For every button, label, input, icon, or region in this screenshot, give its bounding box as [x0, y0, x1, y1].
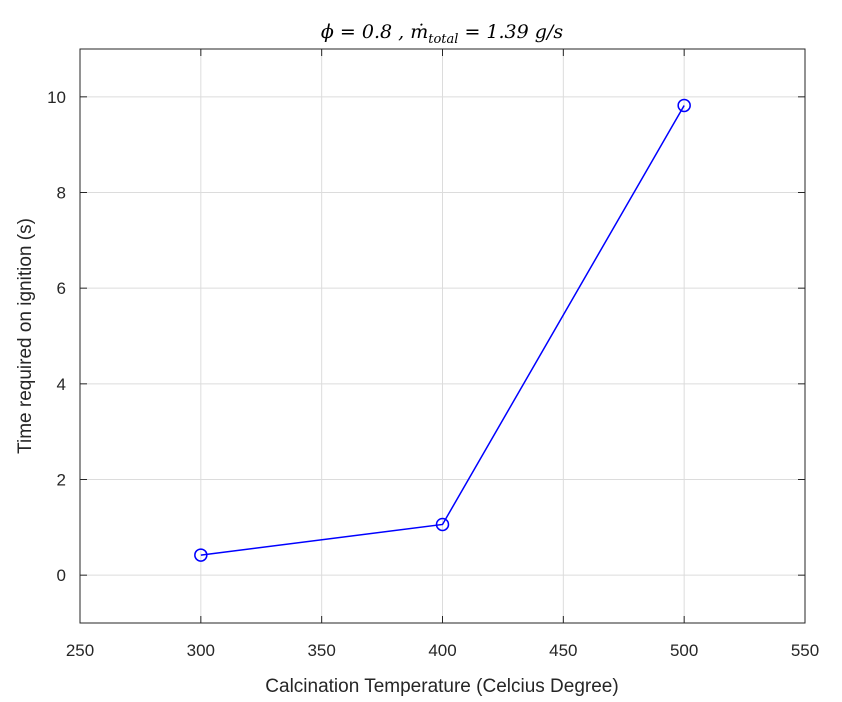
x-tick-label: 550: [791, 641, 819, 660]
data-point-marker: [677, 98, 691, 113]
y-tick-label: 10: [47, 88, 66, 107]
chart-title-tail: = 1.39 g/s: [458, 21, 563, 43]
chart-title-subscript: total: [428, 32, 458, 47]
y-axis-label: Time required on ignition (s): [15, 218, 36, 454]
tick-labels: 250 300 350 400 450 500 550 0 2 4 6 8 10: [47, 88, 819, 660]
data-point-marker: [435, 517, 450, 532]
x-tick-label: 500: [670, 641, 698, 660]
chart-title: ϕ = 0.8 , ṁtotal = 1.39 g/s: [321, 21, 563, 47]
x-tick-label: 350: [307, 641, 335, 660]
data-series: [194, 98, 691, 562]
x-axis-label: Calcination Temperature (Celcius Degree): [265, 676, 618, 697]
series-line: [200, 105, 685, 556]
x-tick-label: 400: [428, 641, 456, 660]
y-tick-label: 4: [57, 375, 66, 394]
x-tick-label: 450: [549, 641, 577, 660]
y-tick-label: 2: [57, 471, 66, 490]
grid: [79, 49, 806, 623]
x-tick-label: 300: [187, 641, 215, 660]
y-tick-label: 6: [57, 279, 66, 298]
y-tick-label: 0: [57, 566, 66, 585]
x-tick-label: 250: [66, 641, 94, 660]
chart-title-main: ϕ = 0.8 , ṁ: [321, 21, 428, 43]
y-tick-label: 8: [57, 184, 66, 203]
data-point-marker: [194, 548, 208, 562]
axis-ticks: [79, 49, 806, 623]
